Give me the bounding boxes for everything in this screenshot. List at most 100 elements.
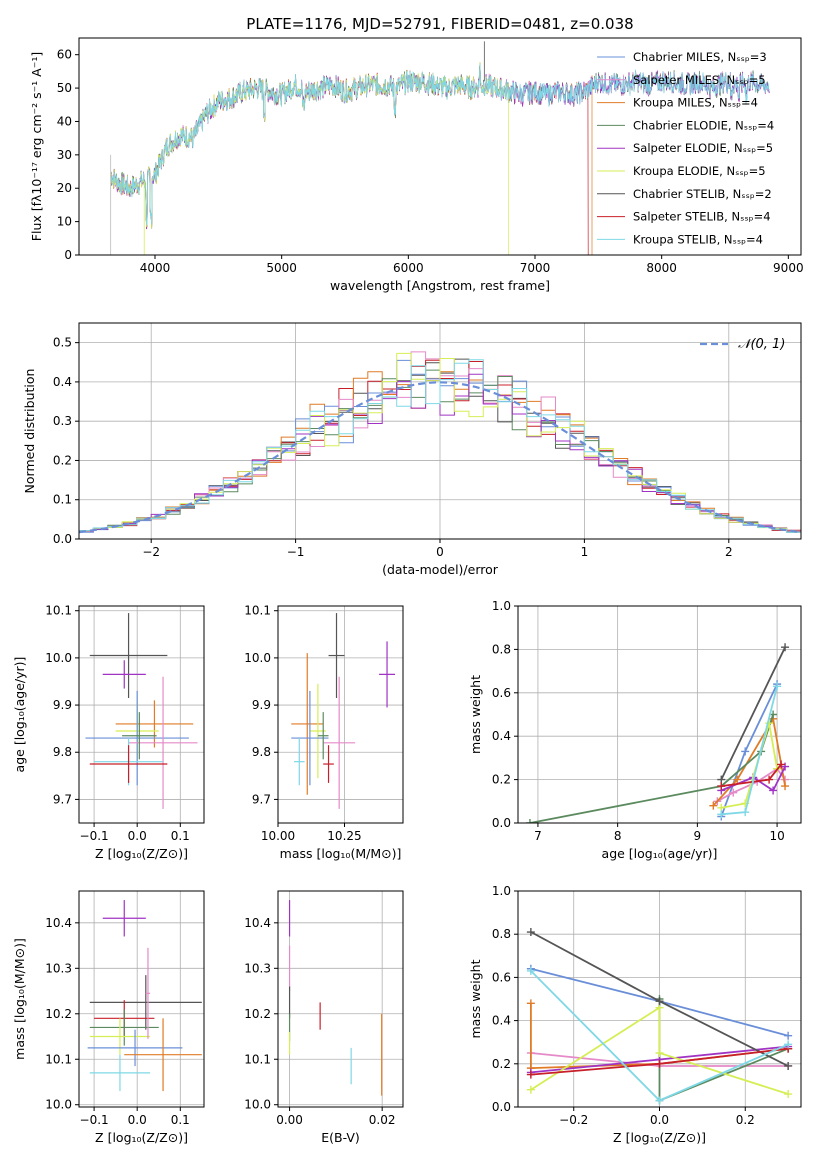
- weight-marker: [773, 682, 782, 691]
- x-tick-label: −1: [287, 545, 305, 559]
- x-axis-label: Z [log₁₀(Z/Z⊙)]: [95, 846, 188, 861]
- weight-marker: [526, 928, 535, 937]
- plot-area: [79, 351, 801, 539]
- x-axis-label: Z [log₁₀(Z/Z⊙)]: [95, 1130, 188, 1145]
- x-tick-label: 1: [581, 545, 589, 559]
- legend-label: Chabrier STELIB, Nₛₛₚ=2: [633, 187, 772, 201]
- y-tick-label: 0.1: [53, 493, 72, 507]
- weight-marker: [781, 643, 790, 652]
- axes-residuals: −2 −1 0 1 2 0.0 0.1 0.2 0.3 0.4 0.5 (data-model)/er…: [22, 322, 802, 577]
- axes-mass_vs_EBV: 0.00 0.02 10.0 10.1 10.2 10.3 10.4 E(B-V): [244, 890, 404, 1145]
- y-tick-label: 0.4: [492, 1014, 511, 1028]
- y-tick-label: 1.0: [492, 884, 511, 898]
- y-tick-label: 0.8: [492, 927, 511, 941]
- y-tick-label: 10.1: [244, 604, 271, 618]
- y-tick-label: 40: [57, 114, 72, 128]
- x-tick-label: 0.0: [128, 1113, 147, 1127]
- x-tick-label: −0.2: [559, 1113, 588, 1127]
- weight-series: [529, 714, 774, 823]
- plot-area: [526, 928, 793, 1105]
- y-axis-label: mass weight: [468, 675, 483, 754]
- y-tick-label: 9.9: [252, 698, 271, 712]
- x-tick-label: 5000: [266, 261, 297, 275]
- axes-mass_vs_Z: −0.1 0.0 0.1 10.0 10.1 10.2 10.3 10.4 Z [log₁₀(Z…: [12, 890, 205, 1145]
- axes-frame: [78, 890, 205, 1108]
- y-tick-label: 10.0: [244, 651, 271, 665]
- weight-marker: [729, 788, 738, 797]
- y-tick-label: 0: [64, 248, 72, 262]
- y-axis-label: Flux [fλ10⁻¹⁷ erg cm⁻² s⁻¹ A⁻¹]: [29, 52, 44, 241]
- y-tick-label: 9.8: [252, 745, 271, 759]
- x-tick-label: −0.1: [80, 1113, 109, 1127]
- y-tick-label: 10.0: [45, 651, 72, 665]
- weight-marker: [526, 1085, 535, 1094]
- plot-area: [525, 643, 790, 823]
- y-tick-label: 50: [57, 81, 72, 95]
- y-tick-label: 9.7: [53, 792, 72, 806]
- weight-marker: [765, 775, 774, 784]
- x-tick-label: −0.1: [80, 829, 109, 843]
- y-tick-label: 0.0: [53, 532, 72, 546]
- x-tick-label: 10.25: [327, 829, 361, 843]
- y-tick-label: 0.4: [492, 729, 511, 743]
- x-tick-label: 0.1: [171, 1113, 190, 1127]
- y-tick-label: 0.5: [53, 336, 72, 350]
- y-tick-label: 10.4: [45, 916, 72, 930]
- weight-marker: [717, 782, 726, 791]
- y-tick-label: 0.0: [492, 1100, 511, 1114]
- x-tick-label: 8000: [646, 261, 677, 275]
- weight-marker: [769, 786, 778, 795]
- x-tick-label: 6000: [393, 261, 424, 275]
- weight-marker: [733, 775, 742, 784]
- weight-series: [530, 1005, 789, 1095]
- weight-marker: [526, 1070, 535, 1079]
- weight-marker: [741, 747, 750, 756]
- y-tick-label: 9.9: [53, 698, 72, 712]
- y-tick-label: 0.4: [53, 375, 72, 389]
- x-axis-label: wavelength [Angstrom, rest frame]: [330, 278, 550, 293]
- y-tick-label: 10.1: [45, 604, 72, 618]
- normal-curve: [79, 381, 801, 534]
- legend: Chabrier MILES, Nₛₛₚ=3 Salpeter MILES, Nₛ…: [597, 50, 774, 246]
- weight-marker: [655, 1049, 664, 1057]
- legend-label: Kroupa MILES, Nₛₛₚ=4: [633, 96, 758, 110]
- y-tick-label: 10.3: [45, 961, 72, 975]
- x-tick-label: 10.00: [261, 829, 295, 843]
- x-axis-label: age [log₁₀(age/yr)]: [602, 846, 718, 861]
- y-tick-label: 30: [57, 148, 72, 162]
- y-tick-label: 9.7: [252, 792, 271, 806]
- legend-label: Kroupa ELODIE, Nₛₛₚ=5: [633, 164, 766, 178]
- x-tick-label: 0.1: [171, 829, 190, 843]
- y-tick-label: 10.4: [244, 916, 271, 930]
- x-tick-label: 0.2: [736, 1113, 755, 1127]
- y-tick-label: 10.1: [244, 1052, 271, 1066]
- weight-marker: [526, 966, 535, 975]
- x-tick-label: 7000: [520, 261, 551, 275]
- y-tick-label: 0.3: [53, 414, 72, 428]
- axes-frame: [78, 37, 802, 256]
- x-tick-label: 0.0: [128, 829, 147, 843]
- weight-marker: [717, 810, 726, 819]
- y-tick-label: 10.3: [244, 961, 271, 975]
- weight-marker: [784, 1061, 793, 1070]
- axes-frame: [277, 890, 404, 1108]
- y-tick-label: 0.2: [492, 1057, 511, 1071]
- weight-series: [720, 646, 786, 780]
- axes-weight_vs_Z: −0.2 0.0 0.2 0.0 0.2 0.4 0.6 0.8 1.0 Z [log₁₀(Z/Z…: [468, 884, 802, 1145]
- y-tick-label: 10.0: [45, 1098, 72, 1112]
- legend-label: 𝒩(0, 1): [738, 337, 785, 352]
- x-tick-label: 9: [694, 829, 702, 843]
- weight-marker: [784, 1031, 793, 1040]
- y-tick-label: 10.1: [45, 1052, 72, 1066]
- x-tick-label: 9000: [773, 261, 804, 275]
- x-tick-label: 0.00: [276, 1113, 303, 1127]
- axes-weight_vs_age: 7 8 9 10 0.0 0.2 0.4 0.6 0.8 1.0 age [log₁₀(age/yr…: [468, 599, 802, 861]
- legend-label: Chabrier MILES, Nₛₛₚ=3: [633, 50, 767, 64]
- axes-age_vs_Z: −0.1 0.0 0.1 9.7 9.8 9.9 10.0 10.1 Z [log₁₀(Z/Z⊙…: [12, 604, 205, 861]
- y-tick-label: 10.2: [244, 1007, 271, 1021]
- weight-marker: [655, 997, 664, 1006]
- x-tick-label: 7: [534, 829, 542, 843]
- spectrum-line: [110, 64, 770, 226]
- y-tick-label: 60: [57, 48, 72, 62]
